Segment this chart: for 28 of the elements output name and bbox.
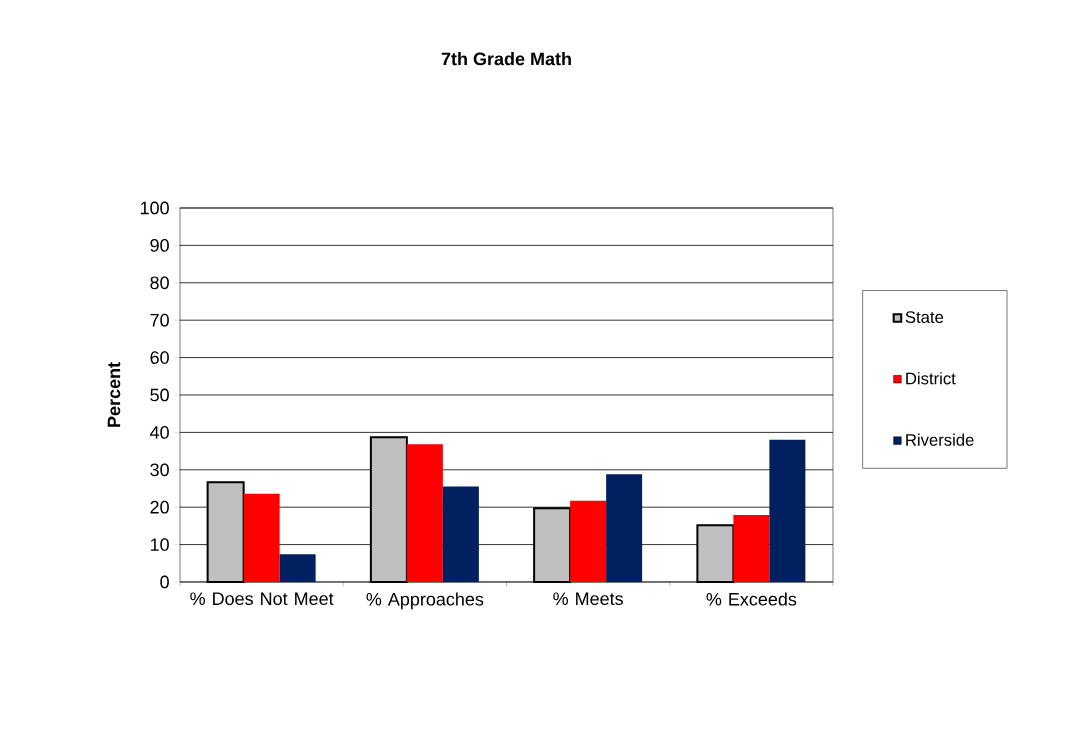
y-tick-label: 10	[150, 538, 169, 551]
y-axis-title: Percent	[107, 362, 121, 427]
legend-label: State	[905, 311, 944, 324]
bar	[243, 493, 280, 582]
y-tick-label: 40	[150, 426, 169, 439]
bar	[442, 486, 479, 582]
y-tick-label: 50	[150, 388, 169, 402]
bar	[733, 515, 770, 582]
x-tick-label: % Does Not Meet	[190, 592, 334, 606]
bar	[570, 500, 607, 582]
y-tick-label: 100	[140, 201, 169, 215]
x-tick-label: % Meets	[553, 592, 623, 606]
x-tick-label: % Approaches	[366, 592, 484, 610]
chart-title: 7th Grade Math	[441, 52, 571, 66]
y-tick-label: 20	[150, 500, 169, 514]
y-tick-label: 80	[150, 276, 169, 290]
y-tick-label: 0	[160, 575, 169, 589]
y-tick-label: 30	[150, 463, 169, 477]
bar	[406, 444, 443, 582]
y-tick-label: 60	[150, 351, 169, 364]
y-tick-label: 70	[150, 313, 169, 327]
bar	[606, 474, 643, 582]
bar	[279, 554, 316, 582]
bar	[769, 439, 806, 582]
legend-label: Riverside	[906, 433, 974, 446]
y-tick-label: 90	[150, 239, 169, 252]
x-tick-label: % Exceeds	[706, 592, 797, 606]
legend-label: District	[906, 372, 956, 385]
